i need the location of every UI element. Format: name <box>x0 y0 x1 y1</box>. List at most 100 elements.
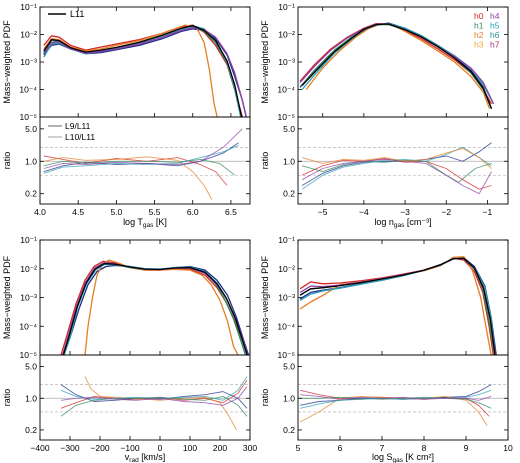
y-axis-label: ratio <box>260 152 270 170</box>
series-line-bottom-6 <box>60 386 248 406</box>
series-line-bottom-4 <box>60 395 248 417</box>
series-line-top-7 <box>299 257 496 355</box>
y-tick-label: 10⁻⁵ <box>278 350 295 360</box>
chart-panel-temperature: 10⁻⁵ 10⁻⁴ 10⁻³ 10⁻² 10⁻¹ Mass−weighted PDF L11… <box>2 2 251 229</box>
y-tick-label: 10⁻¹ <box>20 235 37 245</box>
x-axis-label-main: v <box>125 452 130 462</box>
x-tick-label: −3 <box>400 207 410 217</box>
x-tick-label: −300 <box>60 443 79 453</box>
legend-label: h0 <box>474 11 484 21</box>
series-line-bottom-5 <box>43 144 239 174</box>
legend-label: L11 <box>70 9 84 19</box>
series-line-top-2 <box>63 264 250 355</box>
chart-panel-velocity: 10⁻⁵ 10⁻⁴ 10⁻³ 10⁻² 10⁻¹ Mass−weighted PDF 0.2… <box>2 235 257 463</box>
series-line-top-6 <box>43 26 247 117</box>
series-line-top-4 <box>301 23 493 109</box>
y-tick-label: 10⁻³ <box>278 293 295 303</box>
x-tick-label: 8 <box>422 443 427 453</box>
axes-frame-bottom <box>39 116 251 205</box>
x-axis-label-main: log n <box>374 217 394 227</box>
series-line-top-5 <box>299 257 497 355</box>
y-tick-label: 10⁻² <box>20 264 37 274</box>
series-line-bottom-3 <box>84 376 237 431</box>
x-tick-label: −100 <box>120 443 139 453</box>
y-tick-label: 5.0 <box>25 362 37 372</box>
series-line-bottom-6 <box>300 394 492 401</box>
x-tick-label: −4 <box>359 207 369 217</box>
series-line-top-3 <box>299 256 492 355</box>
x-axis-label-subscript: gas <box>393 457 404 463</box>
y-tick-label: 10⁻² <box>278 30 295 40</box>
series-line-top-5 <box>63 263 248 355</box>
legend-label: h5 <box>490 21 500 31</box>
y-tick-label: 0.2 <box>25 189 37 199</box>
y-tick-label: 10⁻² <box>278 264 295 274</box>
y-tick-label: 10⁻³ <box>278 57 295 67</box>
series-line-top-1 <box>299 257 494 355</box>
series-line-top-7 <box>43 24 243 117</box>
y-tick-label: 5.0 <box>283 362 295 372</box>
x-tick-label: 200 <box>213 443 227 453</box>
legend-label: L10/L11 <box>65 132 95 142</box>
x-axis-label: log ngas [cm⁻³] <box>374 217 431 229</box>
y-tick-label: 10⁻⁴ <box>19 321 37 331</box>
x-tick-label: 300 <box>243 443 257 453</box>
x-tick-label: −5 <box>318 207 328 217</box>
x-tick-label: 5.5 <box>149 207 161 217</box>
x-axis-label-unit: [K] <box>153 217 167 227</box>
y-tick-label: 10⁻⁵ <box>20 350 37 360</box>
series-line-bottom-4 <box>301 146 492 190</box>
x-tick-label: 6 <box>338 443 343 453</box>
y-tick-label: 5.0 <box>25 124 37 134</box>
y-axis-label: ratio <box>2 152 12 170</box>
series-line-bottom-4 <box>43 158 235 176</box>
series-line-bottom-1 <box>301 158 492 190</box>
y-tick-label: 10⁻¹ <box>278 235 295 245</box>
x-axis-label: log Tgas [K] <box>123 217 167 229</box>
y-tick-label: 10⁻¹ <box>278 2 295 12</box>
series-group-bottom <box>43 128 243 200</box>
x-axis-label-subscript: gas <box>394 222 405 229</box>
x-tick-label: 100 <box>183 443 197 453</box>
y-tick-label: 10⁻³ <box>20 293 37 303</box>
series-group-top <box>60 259 250 355</box>
series-line-top-7 <box>62 263 248 355</box>
series-line-bottom-3 <box>301 159 492 183</box>
series-line-bottom-6 <box>43 128 243 169</box>
x-tick-label: −1 <box>483 207 493 217</box>
series-line-top-2 <box>299 257 497 355</box>
series-group-top <box>299 256 497 355</box>
y-tick-label: 1.0 <box>283 393 295 403</box>
series-group-top <box>299 22 495 109</box>
y-axis-label: Mass−weighted PDF <box>2 20 12 104</box>
y-axis-label: Mass−weighted PDF <box>260 255 270 339</box>
axes-frame-bottom <box>297 354 509 441</box>
y-tick-label: 0.2 <box>25 425 37 435</box>
series-group-bottom <box>299 384 492 426</box>
y-axis-label: ratio <box>260 389 270 407</box>
x-axis-label-unit: [K cm²] <box>403 452 434 462</box>
axes-frame-top <box>297 239 509 356</box>
x-axis-label-main: log S <box>372 452 393 462</box>
y-tick-label: 1.0 <box>25 393 37 403</box>
y-tick-label: 5.0 <box>283 124 295 134</box>
x-tick-label: 4.5 <box>72 207 84 217</box>
x-tick-label: −2 <box>441 207 451 217</box>
series-line-bottom-6 <box>301 147 492 169</box>
legend-label: h3 <box>474 40 484 50</box>
x-axis-label-unit: [km/s] <box>139 452 166 462</box>
y-tick-label: 10⁻⁴ <box>277 85 295 95</box>
y-tick-label: 10⁻¹ <box>20 2 37 12</box>
x-tick-label: 10 <box>503 443 513 453</box>
x-axis-label-unit: [cm⁻³] <box>404 217 431 227</box>
series-line-top-3 <box>43 24 218 117</box>
x-axis-label: log Sgas [K cm²] <box>372 452 434 463</box>
legend-label: h7 <box>490 40 500 50</box>
x-tick-label: 9 <box>464 443 469 453</box>
x-tick-label: 6.0 <box>187 207 199 217</box>
y-tick-label: 10⁻⁵ <box>20 112 37 122</box>
legend-label: h6 <box>490 30 500 40</box>
axes-frame-bottom <box>297 116 509 205</box>
x-tick-label: 5.0 <box>110 207 122 217</box>
